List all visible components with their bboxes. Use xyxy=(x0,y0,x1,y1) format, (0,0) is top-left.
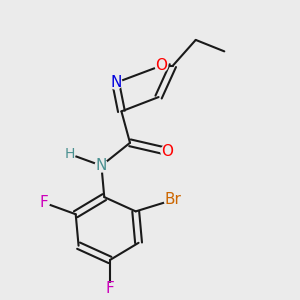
Circle shape xyxy=(39,198,50,208)
Circle shape xyxy=(65,149,75,159)
Circle shape xyxy=(105,284,115,294)
Circle shape xyxy=(164,191,182,208)
Text: F: F xyxy=(40,195,49,210)
Text: O: O xyxy=(155,58,167,73)
Circle shape xyxy=(155,59,168,72)
Text: H: H xyxy=(65,147,75,161)
Text: O: O xyxy=(161,144,173,159)
Text: N: N xyxy=(96,158,107,173)
Text: Br: Br xyxy=(164,193,181,208)
Text: F: F xyxy=(106,281,114,296)
Text: N: N xyxy=(110,75,122,90)
Circle shape xyxy=(161,145,173,158)
Circle shape xyxy=(110,76,122,89)
Circle shape xyxy=(95,159,108,172)
